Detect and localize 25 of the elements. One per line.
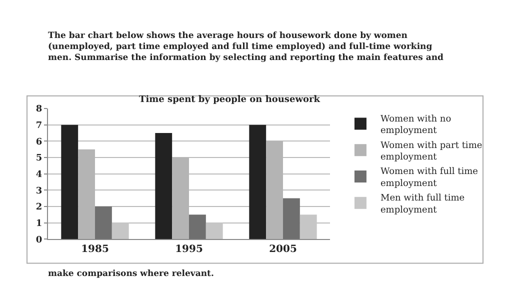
text: make comparisons where relevant. (48, 269, 214, 279)
bar (61, 124, 78, 240)
bar (283, 198, 300, 240)
y-tick-label: 0 (36, 235, 42, 246)
y-tick-label: 7 (36, 120, 42, 131)
y-tick-label: 6 (36, 137, 42, 148)
y-tick-label: 3 (36, 186, 42, 196)
legend-label: Men with full time employment (380, 194, 465, 216)
y-tick-label: 5 (36, 154, 42, 164)
legend-label: Women with no employment (380, 114, 452, 136)
y-tick-label: 4 (36, 170, 42, 180)
bar (189, 214, 206, 240)
y-tick-label: 2 (36, 202, 42, 213)
legend-label: Women with part time employment (380, 140, 482, 162)
bar (249, 124, 266, 240)
bar (155, 132, 172, 240)
y-tick-label: 1 (36, 218, 42, 229)
legend-label: Women with full time employment (380, 167, 478, 189)
x-tick-label: 1995 (175, 244, 203, 256)
x-tick-label: 2005 (269, 244, 297, 256)
text: The bar chart below shows the average hours of housework done by women (unemployed, part time employed and full time employed) and full-time working men. Summarise the information by selecting and reporting the main features and (48, 31, 444, 64)
chart-title: Time spent by people on housework (139, 95, 321, 105)
y-tick-label: 8 (36, 104, 42, 115)
x-tick-label: 1985 (81, 244, 109, 256)
bar (95, 206, 112, 240)
